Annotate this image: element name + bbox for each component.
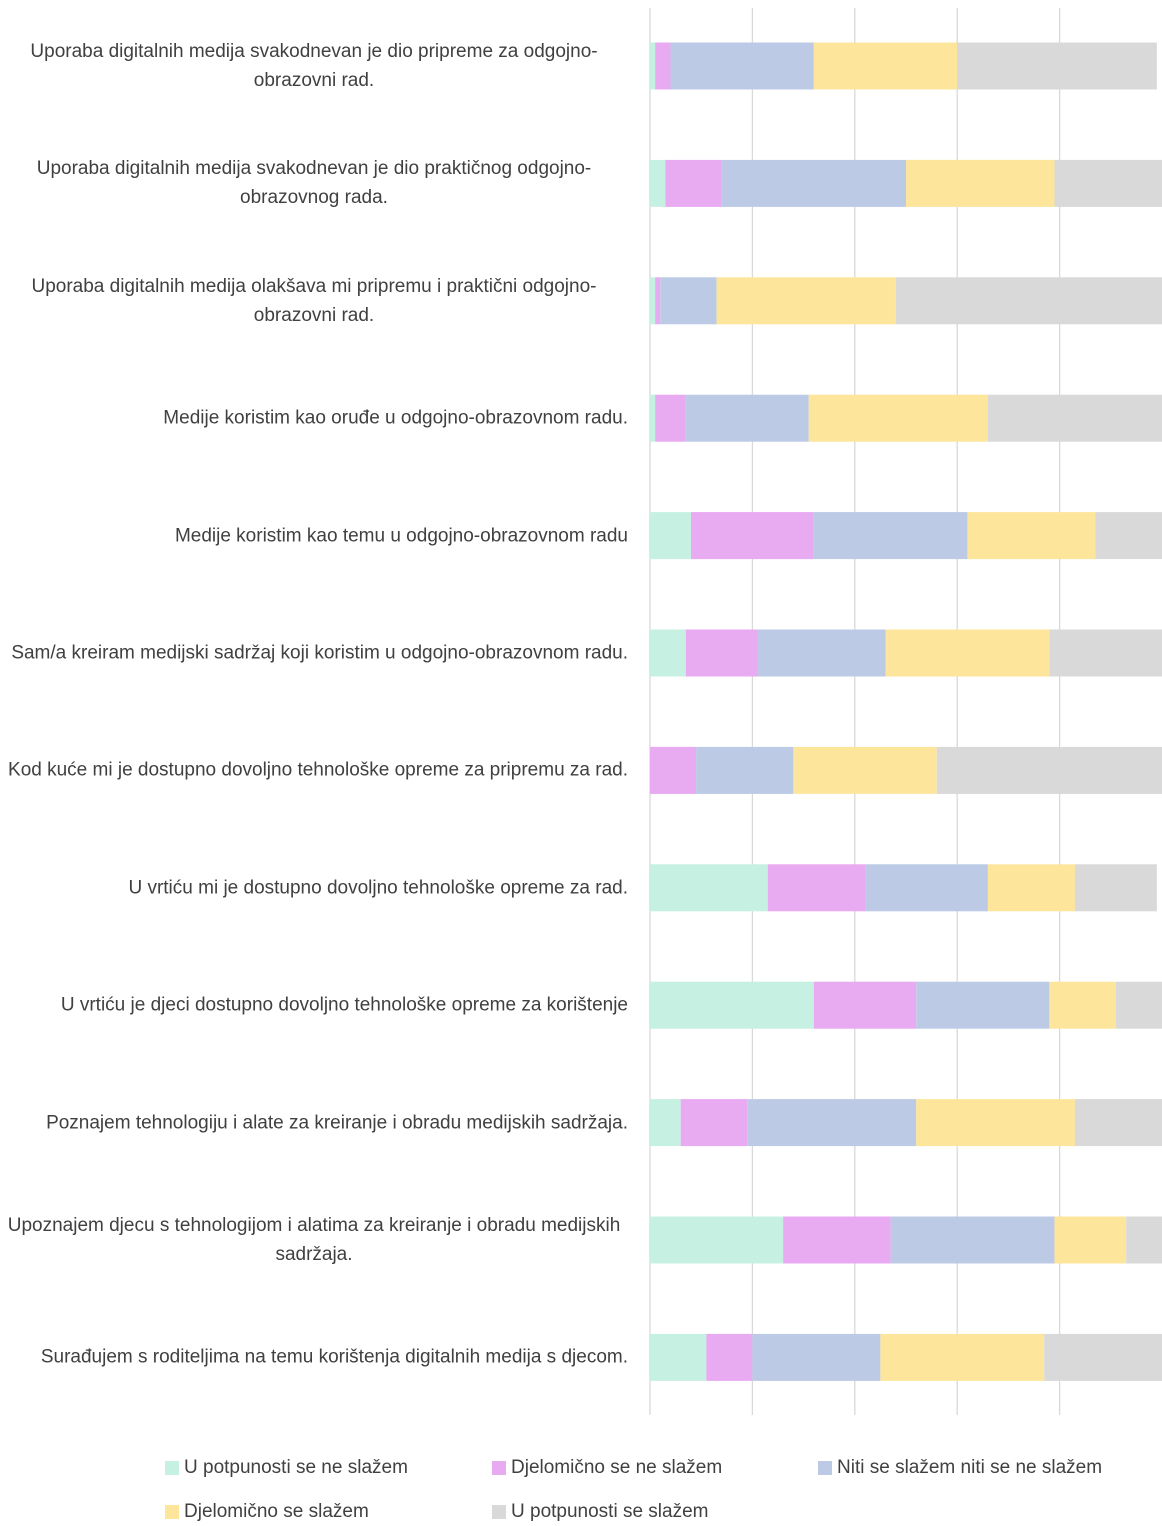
bar-segment [767, 864, 866, 912]
category-label-box: U vrtiću mi je dostupno dovoljno tehnolo… [0, 873, 628, 902]
legend-swatch [165, 1461, 179, 1475]
bar-segment [1049, 629, 1162, 677]
bar-segment [752, 1333, 881, 1381]
bar-segment [650, 1333, 707, 1381]
bar-segment [1074, 1099, 1162, 1147]
bar-segment [1095, 512, 1162, 560]
bar-segment [650, 746, 697, 794]
bar-segment [650, 277, 656, 325]
bar-segment [685, 629, 758, 677]
category-label-box: Uporaba digitalnih medija olakšava mi pr… [0, 272, 628, 330]
bar-segment [721, 159, 906, 207]
category-label-box: Surađujem s roditeljima na temu korišten… [0, 1343, 628, 1372]
bar-segment [680, 1099, 748, 1147]
bar-segment [813, 512, 968, 560]
bar-segment [706, 1333, 753, 1381]
category-label-box: U vrtiću je djeci dostupno dovoljno tehn… [0, 991, 628, 1020]
category-label-box: Sam/a kreiram medijski sadržaj koji kori… [0, 639, 628, 668]
category-label: U vrtiću mi je dostupno dovoljno tehnolo… [128, 877, 628, 899]
category-label: Surađujem s roditeljima na temu korišten… [40, 1346, 628, 1368]
bar-segment [916, 981, 1050, 1029]
bar-segment [885, 629, 1050, 677]
legend-swatch [165, 1505, 179, 1519]
category-label-box: Poznajem tehnologiju i alate za kreiranj… [0, 1108, 628, 1137]
legend-label: Djelomično se slažem [184, 1501, 369, 1522]
bar-segment [757, 629, 886, 677]
legend-swatch [492, 1505, 506, 1519]
bar-segment [650, 629, 686, 677]
category-label: Uporaba digitalnih medija olakšava mi pr… [31, 275, 597, 326]
bar-segment [906, 159, 1055, 207]
bar-segment [1049, 981, 1116, 1029]
bar-segment [987, 394, 1162, 442]
bar-segment [650, 864, 768, 912]
category-label: Poznajem tehnologiju i alate za kreiranj… [46, 1112, 628, 1134]
bar-segment [670, 42, 814, 90]
bar-segment [957, 42, 1157, 90]
bar-segment [685, 394, 809, 442]
category-label: Medije koristim kao temu u odgojno-obraz… [174, 525, 628, 547]
legend-label: Djelomično se ne slažem [511, 1457, 722, 1478]
bar-segment [1054, 159, 1162, 207]
category-label: Medije koristim kao oruđe u odgojno-obra… [163, 407, 628, 429]
bar-segment [665, 159, 722, 207]
category-label-box: Uporaba digitalnih medija svakodnevan je… [0, 154, 628, 212]
category-label-box: Kod kuće mi je dostupno dovoljno tehnolo… [0, 756, 628, 785]
category-label-box: Upoznajem djecu s tehnologijom i alatima… [0, 1211, 628, 1269]
bar-segment [690, 512, 814, 560]
category-label-box: Uporaba digitalnih medija svakodnevan je… [0, 37, 628, 95]
bar-segment [650, 1216, 784, 1264]
bar-segment [895, 277, 1162, 325]
legend-swatch [818, 1461, 832, 1475]
bar-segment [747, 1099, 917, 1147]
category-label: Uporaba digitalnih medija svakodnevan je… [36, 158, 592, 209]
bar-segment [650, 512, 691, 560]
bar-segment [1054, 1216, 1127, 1264]
category-label: Kod kuće mi je dostupno dovoljno tehnolo… [8, 759, 628, 781]
bar-segment [865, 864, 988, 912]
bar-segment [1044, 1333, 1162, 1381]
bar-segment [813, 981, 917, 1029]
legend-swatch [492, 1461, 506, 1475]
legend-label: Niti se slažem niti se ne slažem [837, 1457, 1102, 1478]
legend-label: U potpunosti se ne slažem [184, 1457, 408, 1478]
bar-segment [1074, 864, 1157, 912]
category-label: Sam/a kreiram medijski sadržaj koji kori… [11, 642, 628, 664]
bar-segment [650, 394, 656, 442]
bar-segment [936, 746, 1162, 794]
bar-segment [650, 981, 814, 1029]
bar-segment [716, 277, 896, 325]
bar-segment [650, 42, 656, 90]
bar-segment [890, 1216, 1055, 1264]
bar-segment [880, 1333, 1045, 1381]
bar-segment [987, 864, 1075, 912]
bar-segment [967, 512, 1096, 560]
bar-segment [696, 746, 794, 794]
bar-segment [650, 159, 666, 207]
bar-segment [1126, 1216, 1162, 1264]
category-label: U vrtiću je djeci dostupno dovoljno tehn… [60, 994, 628, 1016]
bar-segment [655, 277, 661, 325]
bar-segment [916, 1099, 1075, 1147]
bar-segment [793, 746, 937, 794]
category-label-box: Medije koristim kao oruđe u odgojno-obra… [0, 404, 628, 433]
legend-label: U potpunosti se slažem [511, 1501, 709, 1522]
bar-segment [655, 42, 671, 90]
bar-segment [650, 1099, 681, 1147]
bar-segment [660, 277, 717, 325]
category-label-box: Medije koristim kao temu u odgojno-obraz… [0, 521, 628, 550]
category-label: Uporaba digitalnih medija svakodnevan je… [30, 41, 598, 91]
bar-segment [783, 1216, 891, 1264]
category-label: Upoznajem djecu s tehnologijom i alatima… [7, 1215, 621, 1265]
bar-segment [808, 394, 988, 442]
bar-segment [1115, 981, 1162, 1029]
bar-segment [813, 42, 958, 90]
bar-segment [655, 394, 686, 442]
